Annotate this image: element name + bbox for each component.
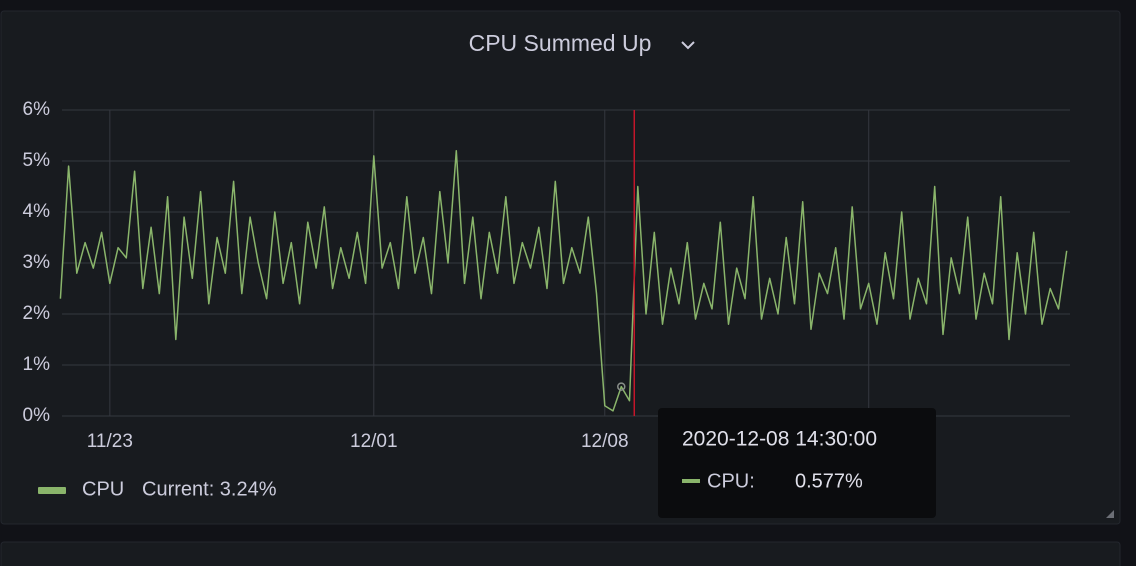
- y-tick-label: 0%: [23, 405, 51, 426]
- tooltip-swatch: [682, 479, 700, 483]
- x-tick-label: 12/08: [581, 431, 629, 452]
- panel: [0, 10, 1121, 525]
- legend-name[interactable]: CPU: [82, 478, 124, 500]
- hover-point: [617, 382, 626, 391]
- y-tick-label: 3%: [23, 252, 51, 273]
- x-tick-label: 11/23: [87, 431, 133, 452]
- tooltip-time: 2020-12-08 14:30:00: [682, 428, 877, 451]
- y-tick-label: 5%: [23, 150, 51, 171]
- y-tick-label: 1%: [23, 354, 51, 375]
- tooltip: 2020-12-08 14:30:00 CPU: 0.577%: [658, 408, 936, 518]
- panel-title[interactable]: CPU Summed Up: [469, 30, 652, 56]
- legend-swatch: [38, 487, 66, 494]
- y-tick-label: 6%: [23, 99, 51, 120]
- title-chevron[interactable]: [681, 41, 695, 50]
- tooltip-series: CPU:: [707, 470, 755, 492]
- resize-handle[interactable]: [1106, 510, 1114, 518]
- x-tick-label: 12/01: [350, 431, 398, 452]
- series-line: [59, 150, 1068, 412]
- tooltip-box: [658, 408, 936, 518]
- y-tick-label: 2%: [23, 303, 51, 324]
- y-tick-label: 4%: [23, 201, 51, 222]
- legend-current: Current: 3.24%: [142, 478, 277, 500]
- next-panel: [0, 541, 1121, 566]
- tooltip-value: 0.577%: [795, 470, 863, 492]
